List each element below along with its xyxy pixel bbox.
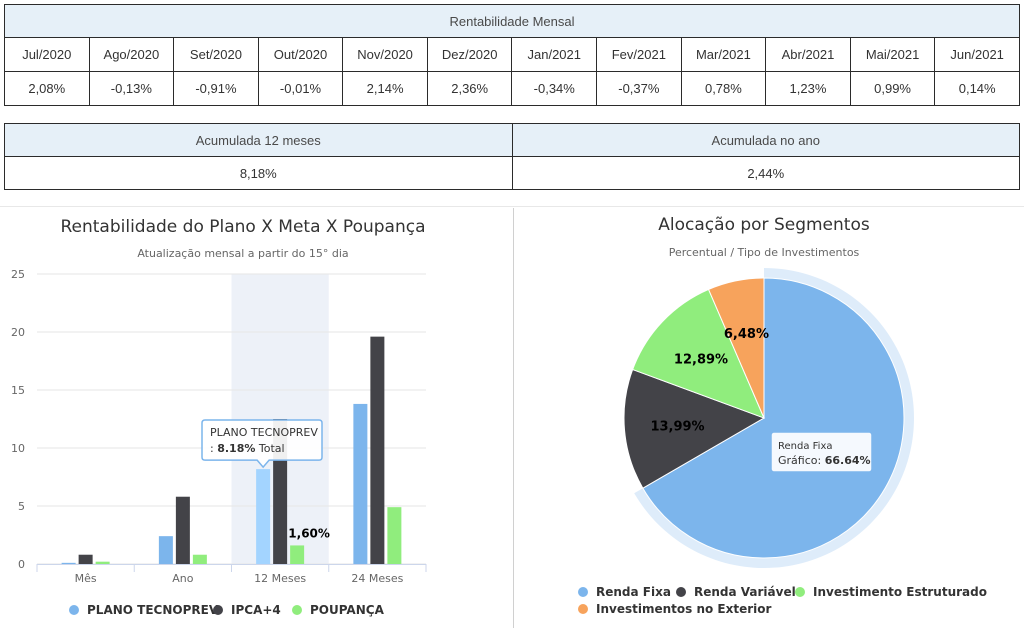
pie-tooltip-body: Gráfico: 66.64%: [778, 454, 871, 467]
bar-tooltip: PLANO TECNOPREV : 8.18% Total: [201, 419, 323, 469]
bar-tooltip-body: : 8.18% Total: [210, 442, 285, 455]
pie-data-label: 6,48%: [724, 327, 769, 342]
month-value: 0,14%: [934, 71, 1020, 106]
bar-tooltip-box: [201, 419, 323, 469]
bar[interactable]: [387, 507, 402, 564]
month-value: 2,36%: [426, 71, 513, 106]
legend-label-renda-fixa[interactable]: Renda Fixa: [596, 585, 671, 599]
legend-label-investimento-estruturado[interactable]: Investimento Estruturado: [813, 585, 987, 599]
legend-marker-renda-variavel: [676, 587, 686, 597]
monthly-returns-title: Rentabilidade Mensal: [4, 4, 1020, 38]
legend-label-renda-variavel[interactable]: Renda Variável: [694, 585, 796, 599]
legend-label-plano[interactable]: PLANO TECNOPREV: [87, 603, 219, 617]
monthly-values-row: 2,08% -0,13% -0,91% -0,01% 2,14% 2,36% -…: [4, 71, 1020, 106]
legend-label-investimentos-exterior[interactable]: Investimentos no Exterior: [596, 602, 772, 616]
month-header: Out/2020: [257, 37, 344, 72]
pie-data-label: 12,89%: [674, 352, 728, 367]
bar-chart: Rentabilidade do Plano X Meta X Poupança…: [11, 217, 427, 617]
month-header: Mai/2021: [849, 37, 936, 72]
legend-marker-investimento-estruturado: [795, 587, 805, 597]
pie-slice[interactable]: [642, 277, 905, 559]
pie-slice[interactable]: [707, 277, 765, 419]
pie-tooltip: Renda Fixa Gráfico: 66.64%: [770, 431, 873, 473]
bar-data-label: 1,60%: [288, 526, 330, 540]
month-header: Ago/2020: [88, 37, 175, 72]
legend-label-ipca[interactable]: IPCA+4: [231, 603, 281, 617]
bar[interactable]: [175, 496, 190, 564]
bar-chart-subtitle: Atualização mensal a partir do 15° dia: [137, 247, 348, 260]
bar[interactable]: [95, 561, 110, 564]
legend-marker-renda-fixa: [578, 587, 588, 597]
bar-chart-legend: PLANO TECNOPREV IPCA+4 POUPANÇA: [69, 603, 385, 617]
legend-marker-poupanca: [292, 605, 302, 615]
month-header: Jul/2020: [4, 37, 90, 72]
months-row: Jul/2020 Ago/2020 Set/2020 Out/2020 Nov/…: [4, 37, 1020, 72]
bar[interactable]: [61, 562, 76, 564]
pie-chart-subtitle: Percentual / Tipo de Investimentos: [669, 246, 860, 259]
month-value: 0,78%: [680, 71, 767, 106]
bar-tooltip-title: PLANO TECNOPREV: [210, 426, 318, 439]
month-header: Abr/2021: [765, 37, 851, 72]
y-tick-label: 5: [18, 500, 25, 513]
month-value: 1,23%: [765, 71, 851, 106]
pie-tooltip-title: Renda Fixa: [778, 441, 833, 452]
x-tick-label: 12 Meses: [254, 572, 306, 585]
bar[interactable]: [158, 536, 173, 564]
y-tick-label: 25: [11, 268, 25, 281]
accumulated-returns-table: Acumulada 12 meses Acumulada no ano 8,18…: [4, 123, 1020, 190]
bar[interactable]: [290, 545, 305, 564]
x-tick-label: 24 Meses: [351, 572, 403, 585]
accumulated-12m-value: 8,18%: [4, 156, 513, 190]
month-value: -0,37%: [596, 71, 682, 106]
pie-slice[interactable]: [632, 288, 765, 419]
bar-chart-title: Rentabilidade do Plano X Meta X Poupança: [60, 217, 425, 237]
pie-slice[interactable]: [623, 368, 766, 489]
month-header: Mar/2021: [680, 37, 767, 72]
month-value: 2,08%: [4, 71, 90, 106]
legend-marker-plano: [69, 605, 79, 615]
month-header: Nov/2020: [342, 37, 428, 72]
month-value: -0,91%: [173, 71, 259, 106]
x-tick-label: Mês: [75, 572, 97, 585]
legend-label-poupanca[interactable]: POUPANÇA: [310, 603, 385, 617]
accumulated-year-value: 2,44%: [511, 156, 1020, 190]
y-tick-label: 0: [18, 558, 25, 571]
accumulated-year-label: Acumulada no ano: [511, 123, 1020, 157]
chart-divider: [513, 208, 514, 628]
y-tick-label: 15: [11, 384, 25, 397]
y-tick-label: 10: [11, 442, 25, 455]
accumulated-12m-label: Acumulada 12 meses: [4, 123, 513, 157]
month-header: Jun/2021: [934, 37, 1020, 72]
bar[interactable]: [192, 554, 207, 564]
bar[interactable]: [78, 554, 93, 564]
pie-slice-halo: [634, 268, 914, 568]
pie-data-label: 13,99%: [650, 419, 704, 434]
section-divider: [0, 206, 1024, 207]
bar[interactable]: [370, 336, 385, 564]
month-value: -0,34%: [511, 71, 598, 106]
x-tick-label: Ano: [172, 572, 193, 585]
pie-tooltip-box: [770, 431, 873, 473]
pie-chart-title: Alocação por Segmentos: [658, 215, 870, 235]
bar[interactable]: [256, 469, 271, 564]
month-header: Dez/2020: [426, 37, 513, 72]
month-value: 2,14%: [342, 71, 428, 106]
month-value: -0,01%: [257, 71, 344, 106]
month-value: 0,99%: [849, 71, 936, 106]
legend-marker-investimentos-exterior: [578, 604, 588, 614]
monthly-returns-table: Rentabilidade Mensal Jul/2020 Ago/2020 S…: [4, 4, 1020, 106]
month-header: Jan/2021: [511, 37, 598, 72]
pie-chart-legend: Renda Fixa Renda Variável Investimento E…: [578, 585, 987, 616]
y-tick-label: 20: [11, 326, 25, 339]
legend-marker-ipca: [213, 605, 223, 615]
bar[interactable]: [353, 403, 368, 564]
month-header: Fev/2021: [596, 37, 682, 72]
